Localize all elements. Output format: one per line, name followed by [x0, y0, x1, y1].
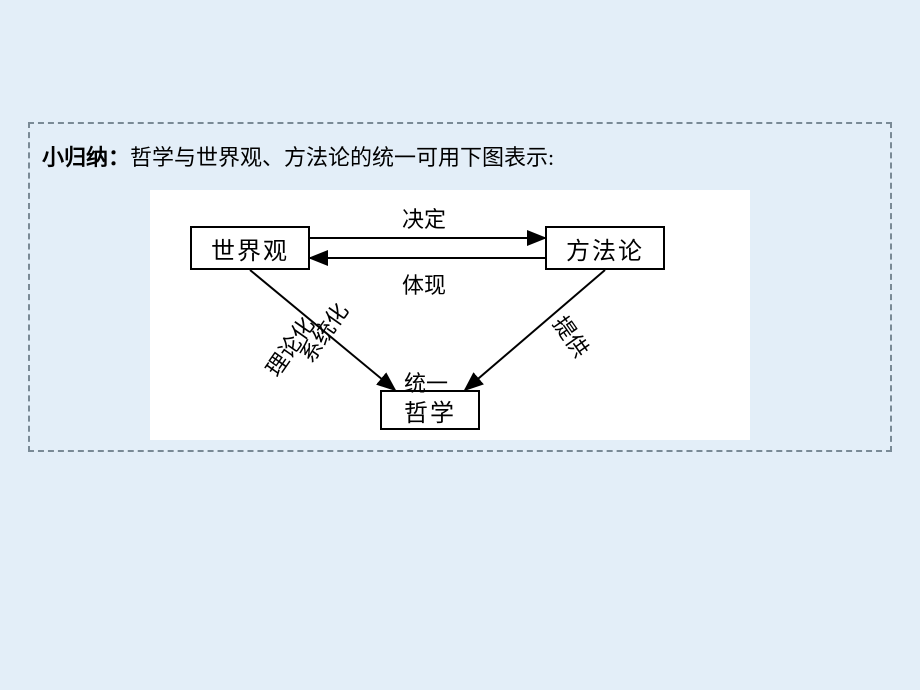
node-worldview-label: 世界观: [211, 231, 289, 266]
summary-title: 小归纳：哲学与世界观、方法论的统一可用下图表示:: [42, 140, 554, 172]
node-methodology: 方法论: [545, 226, 665, 270]
diagram-area: 世界观 方法论 哲学 决定 体现 理论化 系统化 提供 统一: [150, 190, 750, 440]
title-text: 哲学与世界观、方法论的统一可用下图表示:: [130, 145, 554, 170]
node-methodology-label: 方法论: [566, 231, 644, 266]
title-prefix: 小归纳：: [42, 145, 130, 170]
edge-label-determine: 决定: [402, 202, 446, 234]
edge-label-unify: 统一: [404, 366, 448, 398]
edge-label-reflect: 体现: [402, 268, 446, 300]
node-worldview: 世界观: [190, 226, 310, 270]
